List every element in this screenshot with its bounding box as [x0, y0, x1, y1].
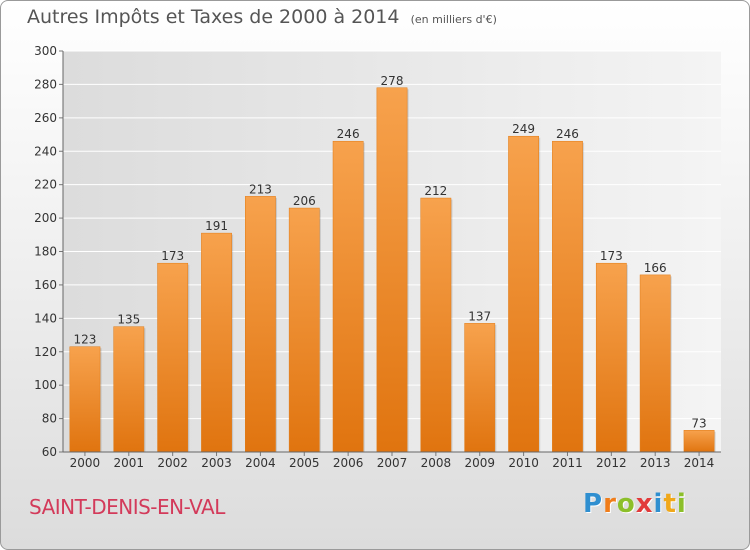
proxiti-logo: Proxiti — [583, 489, 687, 519]
logo-letter: o — [616, 489, 636, 519]
data-label: 191 — [205, 219, 228, 233]
x-tick-label: 2008 — [421, 456, 452, 470]
x-tick-label: 2014 — [684, 456, 715, 470]
bar — [464, 323, 496, 453]
logo-letter: i — [653, 489, 664, 519]
x-tick-label: 2005 — [289, 456, 320, 470]
bar — [683, 430, 715, 453]
y-tick-label: 200 — [34, 211, 57, 225]
logo-letter: P — [583, 489, 604, 519]
y-tick-label: 300 — [34, 44, 57, 58]
data-label: 173 — [600, 249, 623, 263]
x-tick-label: 2010 — [508, 456, 539, 470]
bar — [113, 326, 145, 453]
data-label: 123 — [73, 333, 96, 347]
bar — [157, 262, 189, 453]
y-axis-ticks: 60 80 100 120 140 160 180 200 220 240 260 280 300 — [34, 44, 63, 459]
y-tick-label: 140 — [34, 311, 57, 325]
x-tick-label: 2001 — [114, 456, 145, 470]
x-axis-ticks: 2000 2001 2002 2003 2004 2005 2006 2007 2008 2009… — [70, 452, 715, 470]
data-label: 213 — [249, 182, 272, 196]
y-tick-label: 240 — [34, 144, 57, 158]
bar — [245, 196, 276, 453]
bar — [69, 346, 101, 453]
data-label: 137 — [468, 309, 491, 323]
x-tick-label: 2013 — [640, 456, 671, 470]
data-label: 278 — [381, 74, 404, 88]
x-tick-label: 2004 — [245, 456, 276, 470]
data-label: 246 — [556, 127, 579, 141]
y-tick-label: 120 — [34, 345, 57, 359]
x-tick-label: 2012 — [596, 456, 627, 470]
chart-subtitle: (en milliers d'€) — [410, 13, 497, 26]
data-label: 173 — [161, 249, 184, 263]
data-label: 212 — [424, 184, 447, 198]
bar — [639, 274, 671, 453]
y-tick-label: 220 — [34, 178, 57, 192]
data-label: 166 — [644, 261, 667, 275]
bar — [552, 140, 583, 453]
bar — [508, 135, 539, 453]
y-tick-label: 180 — [34, 245, 57, 259]
y-tick-label: 80 — [42, 412, 57, 426]
bar — [288, 207, 320, 453]
x-tick-label: 2011 — [552, 456, 583, 470]
title-line: Autres Impôts et Taxes de 2000 à 2014 (e… — [27, 6, 497, 28]
x-tick-label: 2003 — [201, 456, 232, 470]
y-tick-label: 100 — [34, 378, 57, 392]
bar — [376, 87, 408, 453]
y-tick-label: 280 — [34, 77, 57, 91]
logo-letter: t — [663, 489, 677, 519]
x-tick-label: 2009 — [464, 456, 495, 470]
x-tick-label: 2006 — [333, 456, 364, 470]
bar — [332, 140, 364, 453]
data-label: 249 — [512, 122, 535, 136]
data-label: 135 — [117, 313, 140, 327]
data-label: 246 — [337, 127, 360, 141]
axes — [62, 51, 721, 453]
y-tick-label: 160 — [34, 278, 57, 292]
data-label: 73 — [691, 416, 706, 430]
y-tick-label: 260 — [34, 111, 57, 125]
bars: 123 135 173 191 213 206 246 278 212 137 249 246 173 1… — [69, 74, 716, 453]
x-tick-label: 2000 — [70, 456, 101, 470]
data-label: 206 — [293, 194, 316, 208]
x-tick-label: 2002 — [157, 456, 188, 470]
chart-title: Autres Impôts et Taxes de 2000 à 2014 — [27, 6, 400, 28]
logo-letter: r — [603, 489, 617, 519]
bar — [201, 232, 232, 453]
x-tick-label: 2007 — [377, 456, 408, 470]
y-tick-label: 60 — [42, 445, 57, 459]
logo-letter: i — [676, 489, 687, 519]
bar — [420, 197, 452, 453]
bar — [595, 262, 627, 453]
place-name: SAINT-DENIS-EN-VAL — [29, 495, 225, 519]
logo-letter: x — [635, 489, 654, 519]
